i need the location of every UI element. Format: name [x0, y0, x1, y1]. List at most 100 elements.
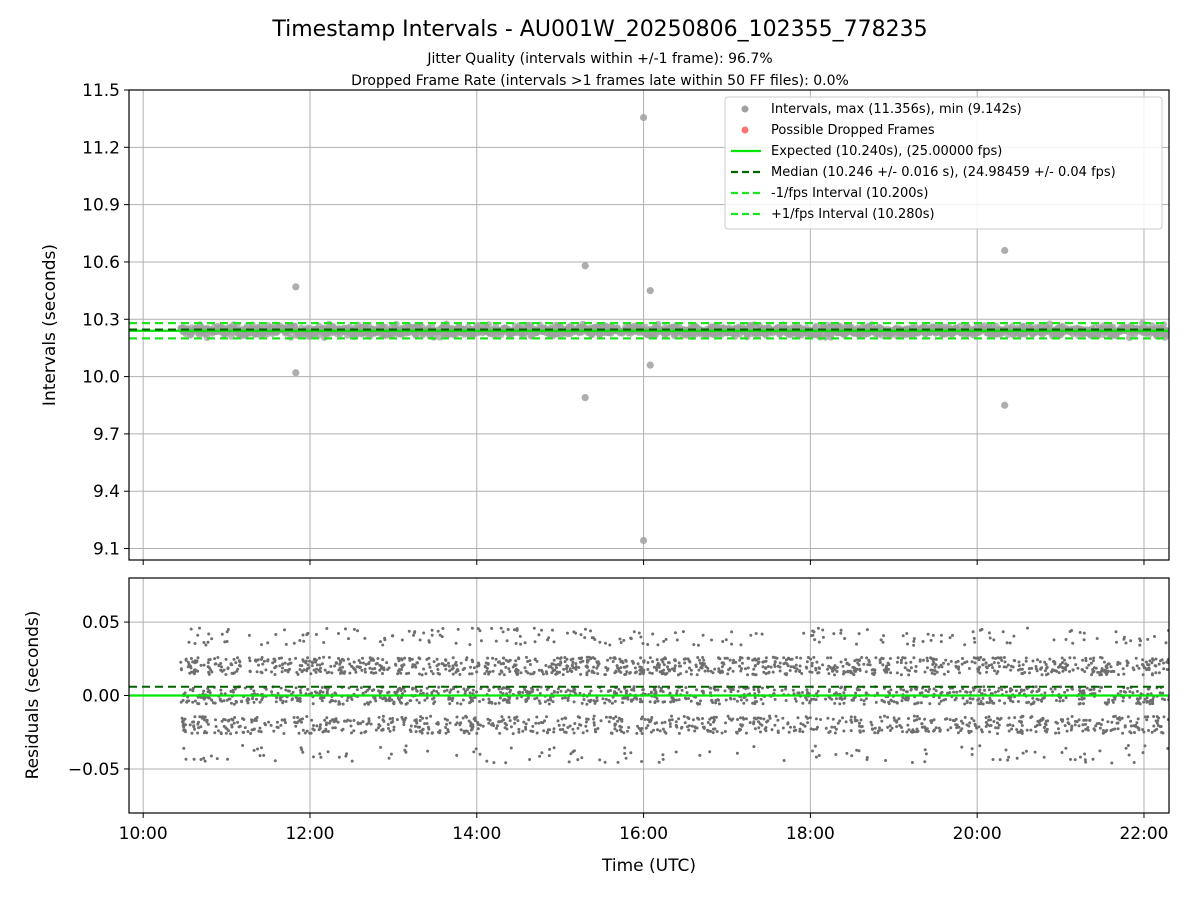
- residual-point: [572, 700, 576, 704]
- residual-point: [687, 697, 690, 700]
- residual-point: [713, 688, 717, 692]
- residual-point: [448, 702, 452, 706]
- residual-point: [907, 673, 911, 677]
- residual-point: [445, 722, 449, 726]
- residual-point: [378, 663, 382, 667]
- residual-point: [646, 724, 650, 728]
- residual-point: [752, 688, 756, 692]
- residual-point: [1066, 717, 1070, 721]
- residual-point: [1137, 728, 1141, 732]
- residual-point: [1046, 672, 1050, 676]
- residual-point: [458, 723, 462, 727]
- residual-point: [490, 723, 493, 727]
- residual-point: [277, 656, 281, 660]
- residual-point: [426, 749, 430, 753]
- residual-point: [717, 702, 721, 706]
- residual-point: [827, 731, 831, 734]
- residual-point: [345, 752, 349, 756]
- residual-point: [234, 661, 238, 665]
- residual-point: [1122, 672, 1126, 676]
- residual-point: [493, 702, 497, 706]
- residual-point: [1057, 665, 1060, 669]
- residual-point: [533, 697, 537, 701]
- residual-point: [915, 730, 919, 734]
- residual-point: [304, 661, 308, 665]
- residual-point: [407, 629, 411, 633]
- residual-point: [367, 661, 371, 665]
- residual-point: [217, 664, 221, 668]
- residual-point: [249, 732, 253, 735]
- residual-point: [579, 657, 583, 661]
- residual-point: [501, 686, 505, 690]
- residual-point: [1012, 634, 1016, 638]
- residual-point: [735, 699, 739, 703]
- residual-point: [761, 660, 765, 664]
- residual-point: [470, 727, 474, 731]
- residual-point: [692, 643, 696, 647]
- residual-point: [488, 718, 492, 722]
- residual-point: [323, 718, 327, 722]
- residual-point: [598, 640, 602, 644]
- residual-point: [592, 665, 596, 669]
- residual-point: [399, 671, 403, 675]
- residual-point: [202, 689, 206, 693]
- residual-point: [760, 632, 764, 636]
- residual-point: [486, 656, 490, 660]
- residual-point: [675, 725, 679, 729]
- residual-point: [1165, 660, 1169, 664]
- residual-point: [429, 714, 433, 718]
- residual-point: [664, 637, 668, 641]
- residual-point: [744, 667, 747, 671]
- residual-point: [629, 637, 633, 641]
- residual-point: [270, 690, 274, 694]
- residual-point: [675, 691, 679, 695]
- residual-point: [937, 726, 941, 730]
- residual-point: [552, 727, 556, 731]
- residual-point: [1162, 661, 1166, 665]
- residual-point: [1057, 731, 1061, 735]
- residual-point: [1150, 672, 1154, 676]
- residual-point: [352, 627, 356, 631]
- residual-point: [379, 666, 383, 670]
- residual-point: [1026, 626, 1029, 630]
- residual-point: [604, 641, 607, 645]
- residual-point: [555, 666, 558, 670]
- residual-point: [255, 670, 259, 674]
- residual-point: [288, 657, 292, 661]
- residual-point: [1116, 727, 1120, 731]
- residual-point: [1013, 659, 1017, 663]
- residual-point: [686, 716, 690, 719]
- residual-point: [701, 717, 704, 720]
- chart-subtitle-jitter: Jitter Quality (intervals within +/-1 fr…: [426, 51, 772, 67]
- residual-point: [860, 725, 864, 728]
- residual-point: [319, 670, 322, 674]
- residual-point: [865, 628, 869, 632]
- residual-point: [203, 718, 206, 722]
- residual-point: [458, 673, 462, 676]
- residual-point: [420, 673, 424, 677]
- residual-point: [608, 656, 612, 660]
- residual-point: [496, 660, 500, 664]
- residual-point: [817, 754, 821, 757]
- residual-point: [397, 659, 401, 663]
- residual-point: [695, 688, 698, 692]
- residual-point: [219, 688, 223, 692]
- residual-point: [625, 689, 629, 693]
- residual-point: [1040, 718, 1043, 722]
- residual-point: [912, 656, 916, 660]
- residual-point: [918, 717, 921, 721]
- residual-point: [364, 663, 368, 666]
- residual-point: [435, 689, 439, 693]
- residual-point: [929, 656, 933, 660]
- residual-point: [1154, 657, 1158, 661]
- residual-point: [927, 730, 931, 733]
- residual-point: [619, 690, 623, 694]
- residual-point: [989, 692, 993, 696]
- residual-point: [685, 670, 688, 674]
- residual-point: [455, 663, 458, 667]
- residual-point: [516, 669, 520, 672]
- intervals-y-axis-label: Intervals (seconds): [40, 244, 60, 406]
- residual-point: [1129, 719, 1133, 723]
- chart-subtitle-dropped: Dropped Frame Rate (intervals >1 frames …: [351, 73, 849, 89]
- residual-point: [819, 718, 823, 721]
